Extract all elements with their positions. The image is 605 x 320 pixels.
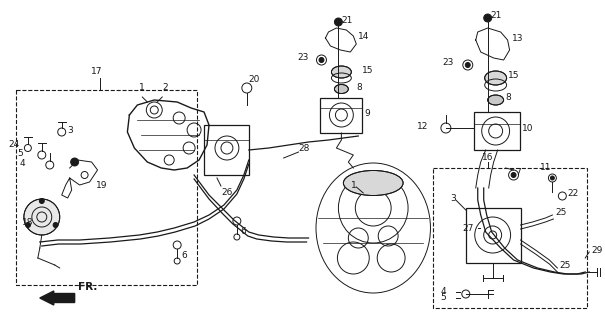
Text: 8: 8 xyxy=(356,83,362,92)
Ellipse shape xyxy=(485,71,506,85)
Ellipse shape xyxy=(332,66,352,78)
Circle shape xyxy=(465,62,470,68)
Ellipse shape xyxy=(488,95,503,105)
Text: 29: 29 xyxy=(591,245,603,254)
Circle shape xyxy=(24,199,60,235)
Circle shape xyxy=(319,58,324,62)
Circle shape xyxy=(71,158,79,166)
Text: 16: 16 xyxy=(482,153,494,162)
Text: 4: 4 xyxy=(19,158,25,167)
Text: 20: 20 xyxy=(249,75,260,84)
Text: 28: 28 xyxy=(299,143,310,153)
Text: 7: 7 xyxy=(515,167,522,177)
Bar xyxy=(433,168,587,308)
Text: 15: 15 xyxy=(362,66,374,75)
Circle shape xyxy=(39,198,44,204)
Text: 6: 6 xyxy=(181,251,187,260)
Text: 1: 1 xyxy=(352,180,357,189)
FancyArrow shape xyxy=(40,291,74,305)
Text: 27: 27 xyxy=(462,223,474,233)
Text: 14: 14 xyxy=(358,31,370,41)
Circle shape xyxy=(551,176,554,180)
Text: 19: 19 xyxy=(96,180,107,189)
Circle shape xyxy=(25,222,30,228)
Text: 9: 9 xyxy=(364,108,370,117)
Text: 18: 18 xyxy=(22,218,33,227)
Text: 1: 1 xyxy=(139,83,144,92)
Circle shape xyxy=(511,172,516,178)
Text: 24: 24 xyxy=(8,140,19,148)
Text: 21: 21 xyxy=(491,11,502,20)
Bar xyxy=(204,125,249,175)
Ellipse shape xyxy=(344,171,403,196)
Text: 13: 13 xyxy=(512,34,523,43)
Text: 17: 17 xyxy=(91,67,102,76)
Text: 22: 22 xyxy=(567,188,578,197)
Bar xyxy=(321,98,362,133)
Text: 12: 12 xyxy=(417,122,428,131)
Text: 25: 25 xyxy=(555,207,567,217)
Text: 4: 4 xyxy=(440,286,446,295)
Text: 8: 8 xyxy=(506,92,511,101)
Text: 2: 2 xyxy=(162,83,168,92)
Text: 26: 26 xyxy=(221,188,232,197)
Circle shape xyxy=(53,222,58,228)
Text: 21: 21 xyxy=(341,15,353,25)
Bar xyxy=(474,112,520,150)
Text: 25: 25 xyxy=(560,260,571,269)
Circle shape xyxy=(335,18,342,26)
Text: 10: 10 xyxy=(522,124,533,132)
Bar xyxy=(466,208,520,263)
Text: 3: 3 xyxy=(450,194,456,203)
Circle shape xyxy=(484,14,492,22)
Bar xyxy=(16,90,197,285)
Text: 6: 6 xyxy=(241,227,247,236)
Text: FR.: FR. xyxy=(77,282,97,292)
Text: 3: 3 xyxy=(68,125,73,134)
Text: 23: 23 xyxy=(442,58,454,67)
Text: 11: 11 xyxy=(540,163,551,172)
Text: 15: 15 xyxy=(508,70,519,79)
Text: 5: 5 xyxy=(440,293,446,302)
Text: 5: 5 xyxy=(17,148,23,157)
Text: 23: 23 xyxy=(297,52,309,61)
Ellipse shape xyxy=(335,84,348,93)
